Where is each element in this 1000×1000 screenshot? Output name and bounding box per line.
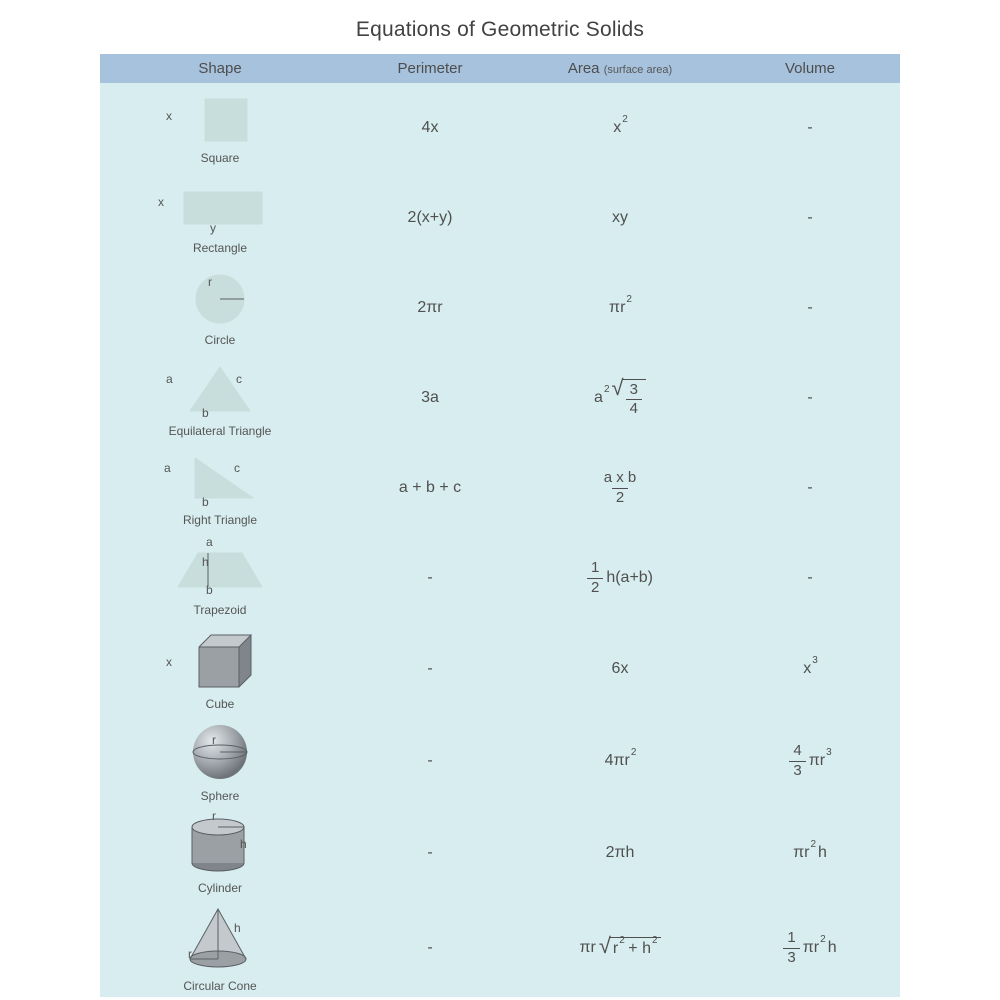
area-cell: 2πh xyxy=(520,844,720,862)
volume-cell: 1 3 πr2 h xyxy=(720,930,900,966)
perimeter-cell: - xyxy=(340,569,520,587)
volume-cell: - xyxy=(720,119,900,137)
volume-cell: - xyxy=(720,479,900,497)
circle-icon: r xyxy=(140,269,300,329)
area-cell: x2 xyxy=(520,119,720,137)
shape-name: Circular Cone xyxy=(183,979,256,993)
cylinder-icon: r h xyxy=(140,811,300,877)
cone-icon: r h xyxy=(140,903,300,975)
table-row: a c b Equilateral Triangle 3a a2 √ 3 4 xyxy=(100,353,900,443)
shape-name: Right Triangle xyxy=(183,513,257,527)
trapezoid-icon: a b h xyxy=(140,539,300,599)
perimeter-cell: a + b + c xyxy=(340,479,520,497)
volume-cell: - xyxy=(720,209,900,227)
area-cell: 1 2 h(a+b) xyxy=(520,560,720,596)
perimeter-cell: - xyxy=(340,752,520,770)
table-row: a c b Right Triangle a + b + c a x b 2 - xyxy=(100,443,900,533)
area-cell: 6x xyxy=(520,660,720,678)
table-row: r h Circular Cone - πr √ r2 + h2 xyxy=(100,899,900,997)
volume-cell: πr2 h xyxy=(720,844,900,862)
shape-name: Trapezoid xyxy=(194,603,247,617)
volume-cell: - xyxy=(720,389,900,407)
area-cell: a x b 2 xyxy=(520,470,720,506)
right-triangle-icon: a c b xyxy=(140,449,300,509)
table-row: a b h Trapezoid - 1 2 h(a+b) - xyxy=(100,533,900,623)
shape-name: Sphere xyxy=(201,789,240,803)
perimeter-cell: 2πr xyxy=(340,299,520,317)
perimeter-cell: - xyxy=(340,660,520,678)
table-row: x Cube - 6x x3 xyxy=(100,623,900,715)
table-row: r Sphere - 4πr2 4 3 πr3 xyxy=(100,715,900,807)
volume-cell: - xyxy=(720,299,900,317)
rectangle-icon: x y xyxy=(140,181,300,237)
perimeter-cell: 2(x+y) xyxy=(340,209,520,227)
table-row: x y Rectangle 2(x+y) xy - xyxy=(100,173,900,263)
square-icon: x xyxy=(140,91,300,147)
shape-name: Circle xyxy=(205,333,236,347)
shape-name: Equilateral Triangle xyxy=(169,424,272,438)
perimeter-cell: 4x xyxy=(340,119,520,137)
shape-name: Cube xyxy=(206,697,235,711)
perimeter-cell: 3a xyxy=(340,389,520,407)
perimeter-cell: - xyxy=(340,939,520,957)
area-cell: 4πr2 xyxy=(520,752,720,770)
volume-cell: 4 3 πr3 xyxy=(720,743,900,779)
table-row: r Circle 2πr πr2 - xyxy=(100,263,900,353)
col-volume: Volume xyxy=(720,54,900,83)
table-header: Shape Perimeter Area (surface area) Volu… xyxy=(100,54,900,83)
shape-name: Rectangle xyxy=(193,241,247,255)
table-row: x Square 4x x2 - xyxy=(100,83,900,173)
area-cell: a2 √ 3 4 xyxy=(520,379,720,418)
sphere-icon: r xyxy=(140,719,300,785)
area-cell: xy xyxy=(520,209,720,227)
col-shape: Shape xyxy=(100,54,340,83)
volume-cell: x3 xyxy=(720,660,900,678)
page-title: Equations of Geometric Solids xyxy=(356,18,644,42)
col-area: Area (surface area) xyxy=(520,54,720,83)
cube-icon: x xyxy=(140,627,300,693)
perimeter-cell: - xyxy=(340,844,520,862)
formula-sheet: Shape Perimeter Area (surface area) Volu… xyxy=(100,54,900,997)
area-cell: πr √ r2 + h2 xyxy=(520,937,720,959)
table-row: r h Cylinder - 2πh πr2 h xyxy=(100,807,900,899)
col-perimeter: Perimeter xyxy=(340,54,520,83)
shape-name: Cylinder xyxy=(198,881,242,895)
area-cell: πr2 xyxy=(520,299,720,317)
eq-triangle-icon: a c b xyxy=(140,358,300,420)
shape-name: Square xyxy=(201,151,240,165)
volume-cell: - xyxy=(720,569,900,587)
